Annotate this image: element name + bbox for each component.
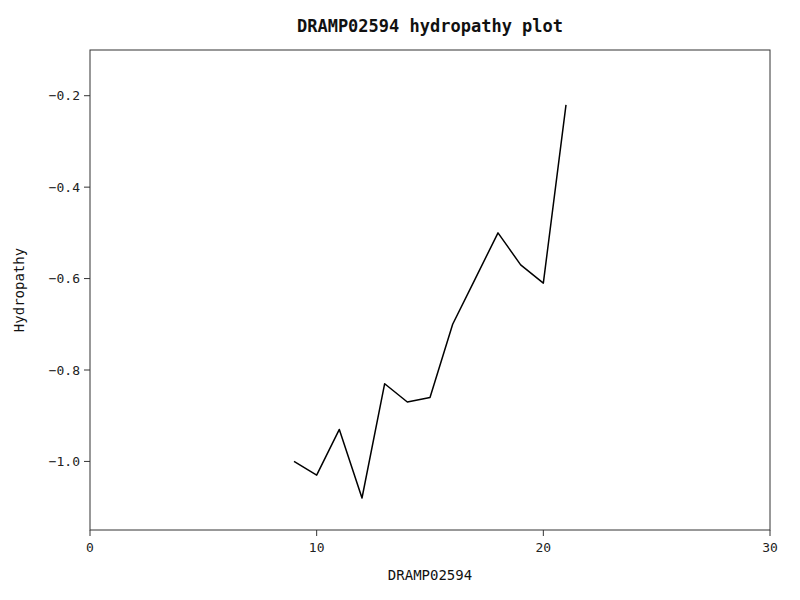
x-tick-label: 10 (309, 540, 325, 555)
y-tick (84, 187, 90, 188)
x-tick (316, 530, 317, 536)
x-tick (90, 530, 91, 536)
y-tick-label: −0.8 (49, 363, 80, 378)
x-tick-label: 30 (762, 540, 778, 555)
y-tick (84, 370, 90, 371)
y-tick (84, 95, 90, 96)
background (0, 0, 800, 600)
data-line (294, 105, 566, 498)
x-tick (770, 530, 771, 536)
chart-container: 0 10 20 30 −1.0 −0.8 −0.6 −0.4 −0.2 DRAMP02594 hy… (0, 0, 800, 600)
chart-title: DRAMP02594 hydropathy plot (297, 16, 563, 36)
y-axis: −1.0 −0.8 −0.6 −0.4 −0.2 (49, 88, 90, 469)
y-tick-label: −0.6 (49, 271, 80, 286)
x-axis: 0 10 20 30 (86, 530, 778, 555)
x-axis-label: DRAMP02594 (388, 567, 472, 583)
y-tick-label: −1.0 (49, 454, 80, 469)
plot-frame (90, 50, 770, 530)
x-tick (543, 530, 544, 536)
y-axis-label: Hydropathy (11, 248, 27, 332)
plot-area (294, 105, 566, 498)
x-tick-label: 20 (536, 540, 552, 555)
y-tick (84, 461, 90, 462)
y-tick-label: −0.2 (49, 88, 80, 103)
y-tick-label: −0.4 (49, 180, 80, 195)
chart-svg: 0 10 20 30 −1.0 −0.8 −0.6 −0.4 −0.2 DRAMP02594 hy… (0, 0, 800, 600)
y-tick (84, 278, 90, 279)
x-tick-label: 0 (86, 540, 94, 555)
